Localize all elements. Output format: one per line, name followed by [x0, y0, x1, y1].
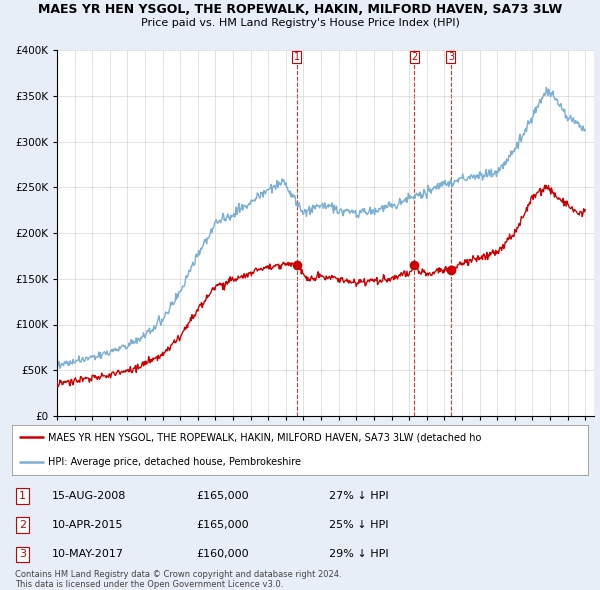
- Text: MAES YR HEN YSGOL, THE ROPEWALK, HAKIN, MILFORD HAVEN, SA73 3LW (detached ho: MAES YR HEN YSGOL, THE ROPEWALK, HAKIN, …: [48, 432, 482, 442]
- Text: 10-MAY-2017: 10-MAY-2017: [52, 549, 124, 559]
- Text: 27% ↓ HPI: 27% ↓ HPI: [329, 491, 388, 501]
- Text: 10-APR-2015: 10-APR-2015: [52, 520, 124, 530]
- Text: £165,000: £165,000: [196, 491, 249, 501]
- Text: Price paid vs. HM Land Registry's House Price Index (HPI): Price paid vs. HM Land Registry's House …: [140, 18, 460, 28]
- Text: 1: 1: [19, 491, 26, 501]
- Text: 1: 1: [294, 52, 300, 62]
- Text: £160,000: £160,000: [196, 549, 249, 559]
- Text: 3: 3: [19, 549, 26, 559]
- Text: 15-AUG-2008: 15-AUG-2008: [52, 491, 127, 501]
- Text: £165,000: £165,000: [196, 520, 249, 530]
- Text: 2: 2: [19, 520, 26, 530]
- Text: 2: 2: [411, 52, 418, 62]
- Text: Contains HM Land Registry data © Crown copyright and database right 2024.
This d: Contains HM Land Registry data © Crown c…: [15, 570, 341, 589]
- Text: 25% ↓ HPI: 25% ↓ HPI: [329, 520, 388, 530]
- Text: MAES YR HEN YSGOL, THE ROPEWALK, HAKIN, MILFORD HAVEN, SA73 3LW: MAES YR HEN YSGOL, THE ROPEWALK, HAKIN, …: [38, 3, 562, 16]
- Text: 3: 3: [448, 52, 454, 62]
- Text: 29% ↓ HPI: 29% ↓ HPI: [329, 549, 388, 559]
- Text: HPI: Average price, detached house, Pembrokeshire: HPI: Average price, detached house, Pemb…: [48, 457, 301, 467]
